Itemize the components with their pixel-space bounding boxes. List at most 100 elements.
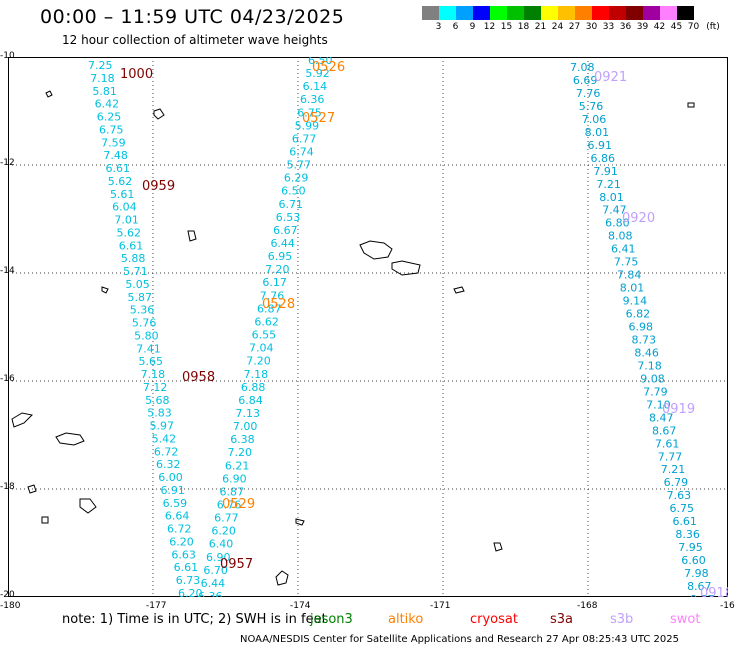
legend-label: 30 [585,22,598,32]
map-frame [8,57,728,597]
wave-height-value: 6.72 [167,523,192,536]
wave-height-value: 6.63 [171,548,196,561]
page-title: 00:00 – 11:59 UTC 04/23/2025 [40,6,345,28]
wave-height-value: 8.47 [649,411,674,424]
legend-label: 36 [619,22,632,32]
wave-height-value: 6.44 [270,237,295,250]
legend-label: 6 [452,22,459,32]
wave-height-value: 6.62 [254,315,279,328]
wave-height-value: 5.97 [149,420,174,433]
legend-label: 24 [551,22,564,32]
wave-height-value: 5.88 [121,252,145,265]
wave-height-value: 6.61 [106,162,131,175]
wave-height-value: 6.50 [308,57,333,67]
wave-height-value: 6.53 [276,211,301,224]
island-outline [295,518,305,526]
legend-label: 9 [469,22,476,32]
wave-height-value: 6.91 [160,484,185,497]
wave-height-value: 8.01 [620,282,645,295]
wave-height-value: 6.90 [206,551,231,564]
wave-height-value: 6.04 [112,201,136,214]
legend-label: 33 [602,22,615,32]
wave-height-value: 6.69 [573,74,598,87]
island-outline [101,286,109,294]
legend-swatch [541,6,558,20]
wave-height-value: 6.67 [273,224,298,237]
wave-height-value: 8.67 [652,424,677,437]
wave-height-value: 6.86 [590,152,615,165]
wave-height-value: 6.75 [297,106,322,119]
wave-height-value: 6.72 [154,445,179,458]
legend-swatch [592,6,609,20]
footer-credit: NOAA/NESDIS Center for Satellite Applica… [240,634,679,645]
wave-height-value: 6.80 [605,217,630,230]
x-tick-label: -168 [577,601,598,611]
wave-height-value: 6.87 [257,302,282,315]
wave-height-value: 7.20 [228,446,253,459]
legend-label: 70 [687,22,700,32]
wave-height-value: 5.77 [287,159,312,172]
wave-height-value: 5.05 [125,278,150,291]
y-tick-label: -14 [0,266,15,276]
island-outline [453,286,465,294]
wave-height-value: 6.87 [219,485,244,498]
satellite-label-s3b: s3b [610,612,634,627]
wave-height-value: 7.21 [596,178,621,191]
wave-height-value: 6.59 [163,497,188,510]
wave-height-value: 7.08 [570,61,595,74]
wave-height-value: 6.61 [672,515,697,528]
wave-height-value: 6.00 [158,471,183,484]
wave-height-value: 6.50 [281,185,306,198]
y-tick-label: -16 [0,374,15,384]
wave-height-value: 7.59 [101,136,126,149]
wave-height-value: 7.04 [249,342,274,355]
legend-swatch [507,6,524,20]
wave-height-value: 6.21 [225,459,250,472]
wave-height-value: 7.01 [114,214,139,227]
island-outline [275,570,289,586]
legend-swatch [456,6,473,20]
island-outline [359,240,393,260]
wave-height-value: 6.75 [99,123,124,136]
y-tick-label: -10 [0,51,15,61]
island-outline [391,260,421,276]
legend-unit: (ft) [706,22,720,32]
wave-height-value: 7.98 [684,567,709,580]
wave-height-value: 6.82 [626,308,651,321]
wave-height-value: 5.42 [152,432,177,445]
wave-height-value: 6.36 [300,93,325,106]
x-tick-label: -177 [146,601,167,611]
wave-height-value: 6.95 [268,250,293,263]
island-outline [11,412,34,428]
wave-height-value: 8.01 [599,191,624,204]
island-outline [45,90,53,98]
time-label: 0959 [142,179,175,194]
wave-height-value: 8.77 [690,593,715,597]
wave-height-value: 5.62 [108,175,133,188]
wave-height-value: 6.76 [217,498,242,511]
wave-height-value: 6.88 [241,381,265,394]
legend-label: 3 [435,22,442,32]
wave-height-value: 6.73 [176,574,201,587]
wave-height-value: 6.44 [201,577,226,590]
wave-height-value: 7.06 [582,113,607,126]
wave-height-value: 6.91 [588,139,613,152]
wave-height-value: 6.40 [209,538,234,551]
wave-height-value: 6.36 [198,590,223,597]
island-outline [153,108,165,120]
wave-height-value: 6.64 [165,510,190,523]
wave-height-value: 5.65 [138,355,163,368]
wave-height-value: 7.18 [90,72,115,85]
legend-swatch [575,6,592,20]
island-outline [55,432,85,446]
legend-label: 45 [670,22,683,32]
wave-height-value: 8.67 [687,580,712,593]
x-tick-label: -180 [0,601,21,611]
wave-height-value: 8.46 [634,346,659,359]
legend-swatch [490,6,507,20]
wave-height-value: 5.76 [579,100,604,113]
wave-height-value: 6.60 [681,554,706,567]
wave-height-value: 7.76 [576,87,601,100]
wave-height-value: 7.18 [244,368,268,381]
wave-height-value: 6.70 [203,564,228,577]
